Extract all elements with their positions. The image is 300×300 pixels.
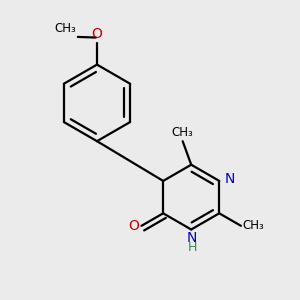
Text: N: N [187,231,197,245]
Text: H: H [188,241,197,254]
Text: CH₃: CH₃ [55,22,76,35]
Text: N: N [225,172,235,186]
Text: O: O [128,219,139,233]
Text: CH₃: CH₃ [243,219,265,232]
Text: CH₃: CH₃ [172,126,194,140]
Text: O: O [92,27,102,41]
